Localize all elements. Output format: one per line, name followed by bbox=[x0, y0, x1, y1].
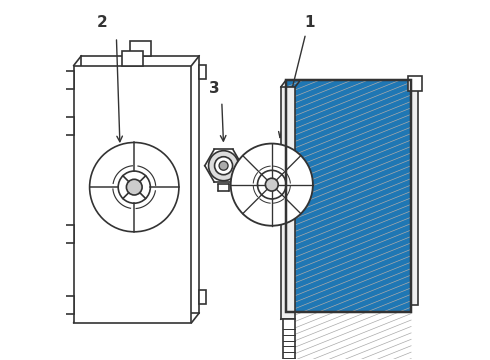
Circle shape bbox=[209, 151, 239, 181]
Bar bbox=[283, 319, 295, 360]
Bar bbox=[286, 80, 411, 312]
Circle shape bbox=[231, 144, 313, 226]
Bar bbox=[408, 76, 422, 91]
Bar bbox=[65, 117, 74, 135]
Text: 2: 2 bbox=[97, 15, 107, 30]
Bar bbox=[122, 51, 143, 66]
Bar bbox=[65, 71, 74, 89]
Bar bbox=[65, 296, 74, 314]
Circle shape bbox=[219, 161, 228, 170]
Bar bbox=[74, 66, 192, 323]
Circle shape bbox=[258, 170, 286, 199]
Bar bbox=[130, 41, 151, 56]
Text: 3: 3 bbox=[209, 81, 220, 96]
Circle shape bbox=[118, 171, 150, 203]
Bar bbox=[286, 80, 411, 312]
Bar bbox=[199, 290, 206, 304]
Circle shape bbox=[266, 178, 278, 191]
Bar bbox=[411, 87, 418, 305]
Circle shape bbox=[90, 143, 179, 232]
Bar bbox=[281, 87, 295, 319]
Text: 1: 1 bbox=[304, 15, 315, 30]
Circle shape bbox=[126, 179, 142, 195]
Bar bbox=[81, 56, 199, 313]
Bar bbox=[286, 80, 411, 312]
Circle shape bbox=[215, 157, 233, 175]
Bar bbox=[199, 64, 206, 79]
Bar bbox=[65, 225, 74, 243]
